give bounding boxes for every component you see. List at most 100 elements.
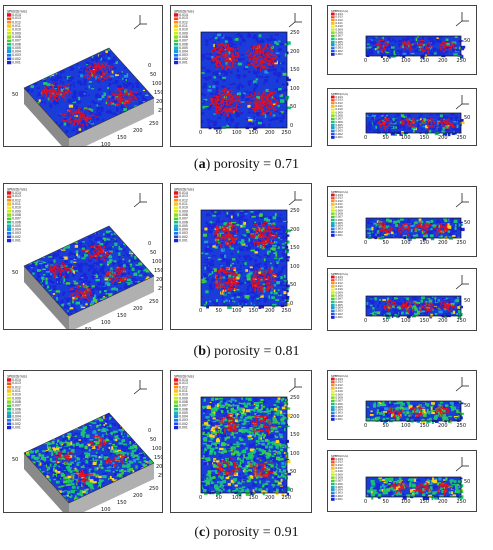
legend-swatch: [7, 50, 12, 54]
legend-value: 0.009: [179, 396, 188, 401]
legend-value: 0.006: [12, 407, 21, 411]
legend-swatch: [7, 39, 12, 43]
legend-value: 0.009: [12, 396, 21, 401]
legend-value: 0.002: [335, 494, 343, 498]
section-plot: [365, 217, 465, 241]
legend-entry: 0.011: [331, 203, 348, 206]
legend-entry: 0.001: [174, 61, 194, 65]
tick-label: 100: [401, 58, 411, 64]
legend-value: 0.010: [179, 27, 188, 32]
tick-label: 0: [199, 495, 203, 501]
iso-panel-b: SPEED(m/s) 0.014 0.013 0.012 0.011 0.010 0.009…: [3, 183, 163, 330]
legend-value: 0.003: [335, 46, 343, 50]
legend-value: 0.005: [335, 221, 343, 225]
tick-label: 100: [290, 85, 300, 92]
section-top-panel-c: SPEED(m/s) 0.014 0.013 0.012 0.011 0.010 0.009…: [327, 370, 477, 440]
legend-entry: 0.001: [7, 239, 27, 243]
legend-entry: 0.004: [174, 50, 194, 54]
legend-swatch: [7, 206, 12, 210]
legend-value: 0.001: [12, 60, 21, 65]
legend-entry: 0.002: [7, 422, 27, 426]
legend-swatch: [7, 24, 12, 28]
legend-swatch: [331, 485, 335, 489]
legend-entry: 0.005: [7, 411, 27, 415]
legend-swatch: [331, 193, 335, 197]
legend-value: 0.014: [335, 457, 343, 461]
legend-value: 0.011: [12, 202, 21, 206]
legend-swatch: [174, 378, 179, 382]
legend-swatch: [174, 239, 179, 242]
legend-swatch: [174, 418, 179, 422]
legend-value: 0.005: [335, 123, 343, 127]
legend-swatch: [174, 389, 179, 393]
legend-swatch: [7, 53, 12, 57]
legend-entry: 0.010: [7, 28, 27, 32]
legend-swatch: [331, 408, 335, 412]
legend-value: 0.011: [335, 386, 343, 390]
legend-swatch: [331, 105, 335, 108]
tick-label: 50: [464, 220, 471, 226]
tick-label: 0: [364, 58, 368, 64]
legend-value: 0.013: [335, 98, 343, 102]
legend-entry: 0.003: [331, 47, 348, 50]
legend-entry: 0.011: [174, 389, 194, 393]
legend-value: 0.003: [12, 53, 21, 57]
section-top-panel-b: SPEED(m/s) 0.014 0.013 0.012 0.011 0.010 0.009…: [327, 186, 477, 257]
legend-value: 0.013: [12, 17, 21, 21]
legend-swatch: [7, 213, 12, 217]
legend-entry: 0.008: [174, 400, 194, 404]
legend-swatch: [174, 195, 179, 199]
legend-swatch: [331, 393, 335, 396]
legend-value: 0.009: [12, 31, 21, 36]
legend-value: 0.014: [335, 275, 343, 279]
legend-value: 0.013: [335, 196, 343, 200]
legend-value: 0.002: [335, 414, 343, 418]
legend-swatch: [331, 114, 335, 117]
legend-entry: 0.014: [174, 13, 194, 17]
legend-value: 0.011: [335, 104, 343, 108]
legend-swatch: [331, 40, 335, 44]
legend-entry: 0.009: [7, 397, 27, 401]
caption-a: (a) porosity = 0.71: [193, 157, 300, 172]
legend-value: 0.005: [179, 46, 188, 50]
legend-value: 0.003: [335, 129, 343, 133]
legend-swatch: [7, 400, 12, 404]
legend-value: 0.012: [335, 199, 343, 203]
legend-entry: 0.007: [331, 297, 348, 300]
legend-swatch: [174, 198, 179, 202]
legend-value: 0.009: [335, 393, 343, 397]
tick-label: 50: [150, 72, 157, 78]
legend-value: 0.003: [179, 53, 188, 57]
legend-swatch: [174, 17, 179, 21]
tick-label: 250: [281, 130, 292, 136]
iso-plot: [23, 225, 155, 329]
tick-label: 100: [101, 142, 111, 147]
legend-entry: 0.003: [174, 231, 194, 235]
legend-entry: 0.014: [331, 13, 348, 16]
legend-entry: 0.008: [174, 213, 194, 217]
legend-swatch: [331, 316, 335, 319]
legend-value: 0.013: [179, 195, 188, 199]
tick-label: 100: [401, 499, 411, 505]
axis-triad-icon: [455, 457, 469, 472]
legend-value: 0.010: [179, 205, 188, 210]
legend-swatch: [7, 46, 12, 50]
legend-title: SPEED(m/s): [174, 374, 195, 379]
legend-swatch: [174, 385, 179, 389]
legend-swatch: [7, 382, 12, 386]
tick-label: 0: [148, 428, 152, 434]
axis-triad-icon: [455, 12, 469, 27]
axis-triad-icon: [455, 193, 469, 208]
tick-label: 50: [290, 282, 297, 288]
tick-label: 200: [265, 495, 275, 501]
legend-entry: 0.013: [174, 382, 194, 386]
legend-entry: 0.006: [7, 407, 27, 411]
tick-label: 200: [265, 130, 275, 136]
legend-value: 0.006: [12, 220, 21, 224]
legend-swatch: [331, 498, 335, 501]
tick-label: 200: [290, 48, 300, 55]
legend-swatch: [7, 235, 12, 239]
legend-entry: 0.007: [331, 34, 348, 37]
legend-entry: 0.001: [331, 53, 348, 56]
speed-legend: SPEED(m/s) 0.014 0.013 0.012 0.011 0.010 0.009…: [331, 190, 348, 237]
